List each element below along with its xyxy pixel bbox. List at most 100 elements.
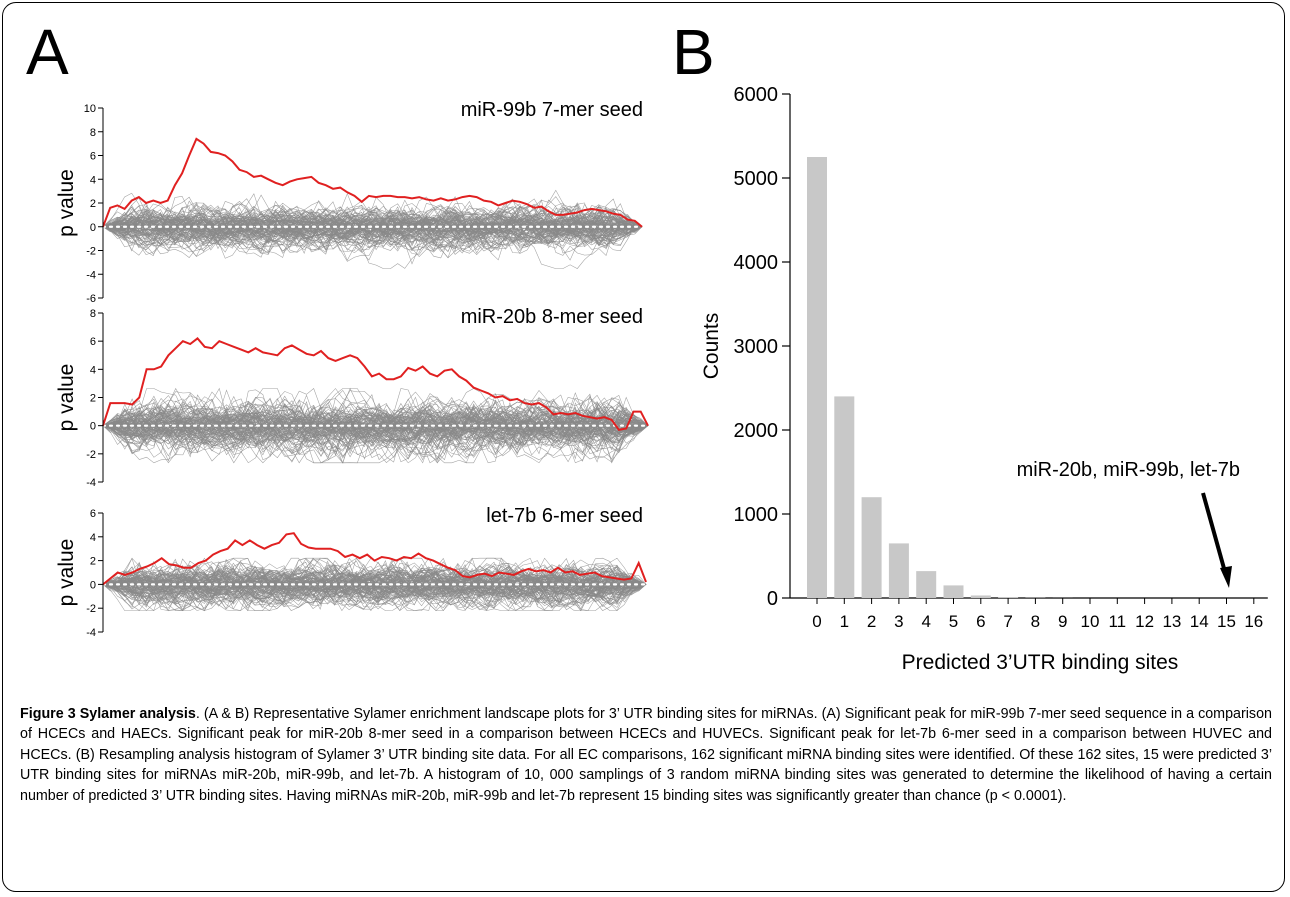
null-trace <box>102 206 643 250</box>
null-trace <box>102 387 649 464</box>
y-tick-label: 0 <box>90 579 96 591</box>
y-tick-label: 8 <box>90 127 96 139</box>
null-trace <box>102 394 649 463</box>
figure-caption: Figure 3 Sylamer analysis. (A & B) Repre… <box>20 704 1272 806</box>
null-trace <box>102 215 643 240</box>
x-tick-label: 5 <box>949 612 958 631</box>
y-tick-label: 3000 <box>734 336 779 358</box>
null-trace <box>102 391 649 464</box>
y-tick-label: -2 <box>86 246 96 258</box>
null-trace <box>102 201 643 254</box>
histogram-bar <box>970 595 991 598</box>
null-trace <box>102 558 647 602</box>
null-trace <box>102 565 647 605</box>
null-trace <box>102 409 649 448</box>
null-trace <box>102 393 649 464</box>
y-tick-label: -2 <box>86 603 96 615</box>
x-tick-label: 7 <box>1003 612 1012 631</box>
enrichment-trace-3 <box>102 532 647 586</box>
null-trace <box>102 576 647 598</box>
null-trace <box>102 568 647 610</box>
enrichment-trace-1 <box>102 137 643 228</box>
x-axis-label: Predicted 3’UTR binding sites <box>902 651 1179 674</box>
y-tick-label: -4 <box>86 269 96 281</box>
panel-a-letter: A <box>26 16 69 88</box>
y-tick-label: 5000 <box>734 168 779 190</box>
y-axis-label: p value <box>55 169 78 237</box>
null-trace <box>102 387 649 455</box>
null-trace <box>102 201 643 254</box>
plot-seed-label: let-7b 6-mer seed <box>486 505 643 527</box>
y-tick-label: 0 <box>767 588 778 610</box>
panel-b-letter: B <box>672 16 715 88</box>
x-tick-label: 6 <box>976 612 985 631</box>
null-trace <box>102 196 643 254</box>
null-trace <box>102 215 643 242</box>
x-tick-label: 16 <box>1244 612 1263 631</box>
null-trace <box>102 209 643 253</box>
x-tick-label: 11 <box>1108 612 1126 631</box>
y-axis-label: p value <box>55 364 78 432</box>
y-tick-label: 6 <box>90 508 96 520</box>
histogram-bar <box>807 157 827 598</box>
null-trace <box>102 404 649 455</box>
y-axis-label: Counts <box>700 313 723 380</box>
x-tick-label: 13 <box>1162 612 1181 631</box>
x-tick-label: 8 <box>1031 612 1040 631</box>
arrow-annotation: miR-20b, miR-99b, let-7b <box>1017 459 1240 481</box>
annotation-arrow-shaft <box>1201 492 1227 573</box>
null-trace <box>102 400 649 447</box>
y-tick-label: 6 <box>90 336 96 348</box>
plot-seed-label: miR-99b 7-mer seed <box>461 99 643 121</box>
y-tick-label: 2 <box>90 556 96 568</box>
null-trace <box>102 212 643 248</box>
x-tick-label: 9 <box>1058 612 1067 631</box>
histogram-bar <box>888 543 909 598</box>
histogram-bar <box>916 571 937 598</box>
y-tick-label: 6000 <box>734 84 779 106</box>
figure-chart-area: 10 8 6 4 2 0 -2 -4 -6 p value miR-99b 7-mer seed 8 6… <box>55 84 1268 674</box>
y-tick-label: 4000 <box>734 252 779 274</box>
histogram-bar <box>861 497 882 598</box>
null-trace <box>102 207 643 251</box>
y-tick-label: 0 <box>90 222 96 234</box>
x-tick-label: 0 <box>812 612 821 631</box>
enrichment-trace-2 <box>102 337 649 432</box>
null-trace <box>102 568 647 600</box>
plot-seed-label: miR-20b 8-mer seed <box>461 306 643 328</box>
landscape-plot-3: 6 4 2 0 -2 -4 p value let-7b 6-mer seed <box>55 505 648 639</box>
x-tick-label: 14 <box>1190 612 1209 631</box>
y-tick-label: 2000 <box>734 420 779 442</box>
null-trace <box>102 388 649 464</box>
y-tick-label: -6 <box>86 293 96 305</box>
landscape-plot-1: 10 8 6 4 2 0 -2 -4 -6 p value miR-99b 7-mer seed <box>55 99 644 305</box>
null-trace <box>102 204 643 253</box>
y-tick-label: -2 <box>86 449 96 461</box>
y-tick-label: 8 <box>90 308 96 320</box>
y-tick-label: 4 <box>90 364 96 376</box>
caption-body: . (A & B) Representative Sylamer enrichm… <box>20 706 1272 804</box>
landscape-plot-2: 8 6 4 2 0 -2 -4 p value miR-20b 8-mer seed <box>55 306 650 489</box>
null-trace <box>102 394 649 458</box>
y-tick-label: 10 <box>84 103 96 115</box>
histogram-bar <box>834 396 855 598</box>
y-tick-label: 2 <box>90 393 96 405</box>
x-tick-label: 12 <box>1135 612 1154 631</box>
null-trace <box>102 572 647 612</box>
null-trace <box>102 401 649 464</box>
y-tick-label: -4 <box>86 627 96 639</box>
null-trace <box>102 557 647 612</box>
null-model-traces <box>102 557 647 612</box>
null-trace <box>102 408 649 448</box>
null-trace <box>102 210 642 248</box>
annotation-arrow-head <box>1220 566 1232 588</box>
histogram-bar <box>943 585 964 598</box>
null-trace <box>102 397 649 462</box>
null-trace <box>102 189 643 256</box>
null-model-traces <box>102 189 643 269</box>
x-tick-label: 4 <box>921 612 930 631</box>
y-tick-label: 2 <box>90 198 96 210</box>
y-tick-label: 4 <box>90 532 96 544</box>
